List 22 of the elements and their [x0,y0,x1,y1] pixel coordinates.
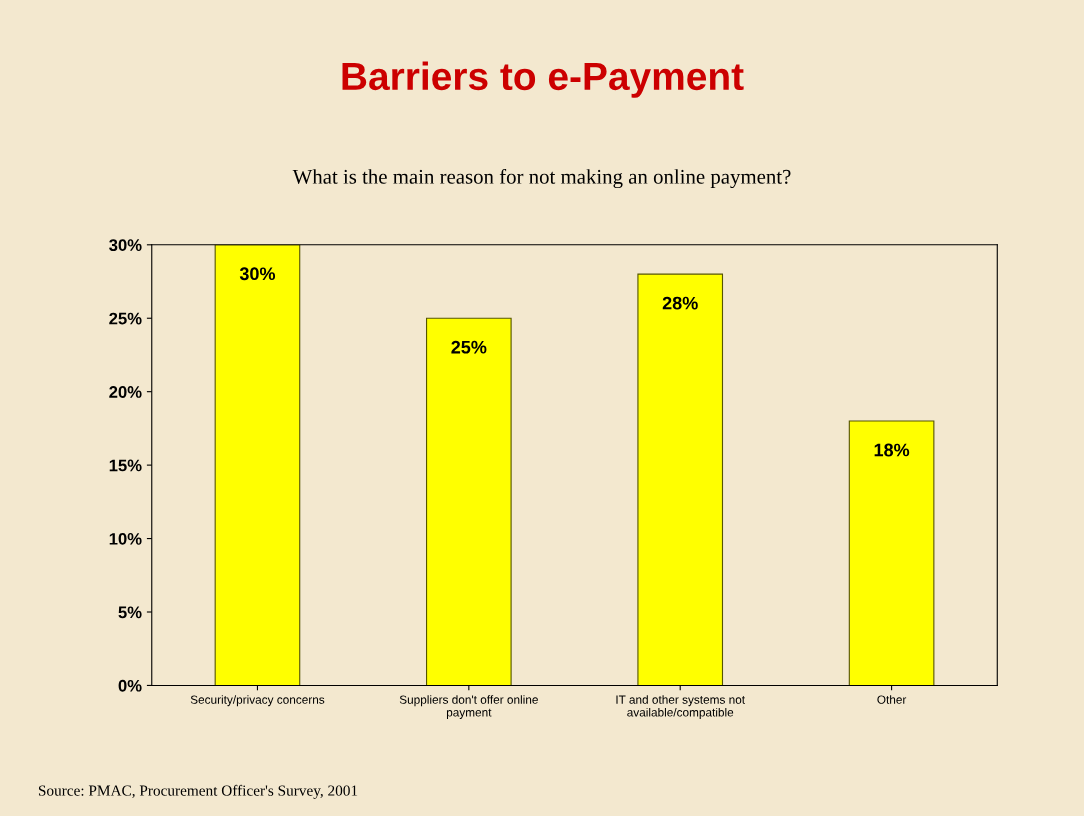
bar [848,420,935,686]
chart-subtitle: What is the main reason for not making an online payment? [292,168,791,189]
x-tick-label: Security/privacy concerns [190,695,325,707]
bar [637,273,724,686]
y-tick-label: 20% [109,386,142,398]
y-tick-label: 10% [109,532,142,545]
x-tick-label: IT and other systems not available/compatible [616,695,745,719]
y-tick-label: 5% [118,606,142,619]
bar [425,317,512,686]
data-label: 18% [874,443,910,457]
bar [214,244,301,686]
data-label: 28% [662,296,698,310]
y-tick-label: 25% [109,312,142,325]
y-tick-label: 15% [109,459,142,472]
source-note: Source: PMAC, Procurement Officer's Survey, 2001 [38,784,358,799]
chart-title: Barriers to e-Payment [342,61,744,98]
y-tick-label: 0% [118,679,142,692]
y-tick-label: 30% [109,239,142,252]
data-label: 30% [239,267,276,281]
data-label: 25% [451,340,487,354]
x-tick-label: Suppliers don't offer online payment [399,695,538,719]
x-tick-label: Other [877,695,907,704]
